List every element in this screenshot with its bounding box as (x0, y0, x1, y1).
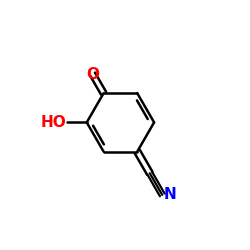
Text: HO: HO (41, 115, 66, 130)
Text: N: N (164, 188, 176, 202)
Text: O: O (86, 66, 99, 82)
